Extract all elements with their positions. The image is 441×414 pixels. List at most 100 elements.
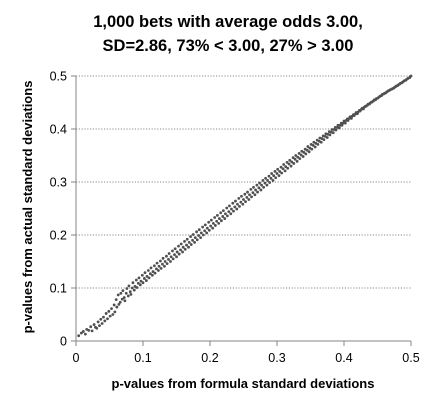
data-point-39: [128, 290, 132, 294]
data-point-69: [159, 259, 162, 263]
data-point-73: [163, 264, 166, 268]
data-point-56: [145, 274, 149, 278]
data-point-173: [263, 181, 267, 185]
data-point-113: [203, 229, 207, 233]
data-point-202: [292, 162, 296, 165]
data-point-150: [240, 194, 243, 198]
data-point-21: [110, 307, 113, 311]
data-point-91: [181, 250, 184, 254]
data-point-22: [111, 313, 115, 316]
data-point-81: [171, 249, 174, 253]
data-point-38: [127, 284, 131, 288]
data-point-194: [284, 165, 288, 169]
data-point-133: [223, 217, 227, 220]
axes: [75, 76, 411, 342]
data-point-161: [251, 191, 255, 195]
data-point-15: [102, 315, 105, 319]
data-point-169: [259, 188, 263, 192]
data-point-27: [116, 293, 120, 297]
data-point-100: [189, 243, 193, 246]
data-point-116: [205, 226, 209, 230]
x-axis-label: p-values from formula standard deviation…: [112, 376, 375, 391]
data-point-247: [337, 126, 341, 130]
data-point-132: [222, 209, 225, 213]
data-point-6: [89, 325, 93, 329]
data-point-95: [185, 243, 188, 247]
data-point-145: [235, 207, 239, 211]
data-point-141: [231, 201, 235, 205]
data-point-195: [285, 160, 289, 164]
data-point-30: [119, 291, 123, 295]
gridlines: [76, 75, 411, 289]
data-point-33: [122, 296, 126, 299]
data-point-167: [257, 186, 261, 190]
data-point-251: [341, 121, 345, 125]
data-point-52: [141, 281, 145, 285]
data-point-189: [279, 165, 283, 169]
data-point-214: [304, 152, 308, 156]
data-point-170: [260, 183, 263, 187]
data-point-163: [253, 193, 257, 197]
data-point-108: [197, 228, 201, 232]
data-point-43: [132, 288, 136, 292]
data-point-232: [322, 138, 326, 142]
data-point-196: [286, 166, 290, 170]
data-point-244: [334, 128, 338, 132]
data-point-174: [264, 176, 268, 180]
data-point-180: [270, 172, 274, 175]
data-point-216: [306, 145, 310, 148]
data-point-250: [340, 123, 344, 127]
data-point-223: [313, 145, 317, 149]
data-point-82: [171, 257, 175, 261]
data-point-226: [316, 142, 320, 146]
x-axis-ticks: 0 0.1 0.2 0.3 0.4 0.5: [73, 341, 420, 365]
data-point-140: [230, 207, 233, 211]
data-point-34: [123, 299, 127, 303]
x-tick-label-1: 0.1: [134, 351, 151, 365]
data-point-84: [173, 247, 177, 251]
data-point-90: [179, 242, 183, 246]
data-point-212: [302, 150, 306, 154]
data-point-79: [169, 260, 172, 263]
y-tick-label-4: 0.4: [50, 123, 67, 137]
data-point-246: [336, 123, 340, 127]
data-point-204: [294, 154, 298, 157]
y-tick-label-2: 0.2: [50, 229, 67, 243]
data-point-109: [199, 236, 203, 240]
data-point-71: [161, 262, 164, 266]
data-point-256: [346, 119, 350, 122]
data-point-211: [301, 155, 305, 158]
data-point-159: [249, 188, 253, 191]
data-point-66: [155, 261, 159, 265]
data-point-221: [311, 144, 315, 147]
data-point-164: [254, 188, 257, 192]
data-point-97: [187, 245, 190, 249]
data-point-35: [124, 291, 128, 295]
data-point-148: [238, 204, 241, 208]
data-point-26: [115, 305, 119, 309]
data-point-240: [330, 128, 334, 131]
data-point-165: [255, 183, 259, 187]
data-point-54: [143, 271, 147, 275]
data-point-105: [195, 230, 199, 234]
x-tick-label-0: 0: [73, 351, 80, 365]
data-point-130: [219, 219, 223, 223]
data-point-177: [267, 174, 271, 178]
data-point-112: [201, 233, 205, 237]
data-point-99: [189, 235, 192, 238]
data-point-190: [280, 171, 284, 175]
data-point-64: [153, 271, 157, 275]
data-point-154: [244, 200, 247, 204]
data-point-229: [319, 140, 323, 144]
data-point-192: [282, 163, 286, 166]
data-point-186: [276, 167, 280, 171]
data-point-123: [213, 216, 217, 219]
data-point-201: [291, 156, 295, 160]
data-point-89: [179, 248, 182, 252]
data-point-46: [135, 286, 139, 289]
data-point-118: [207, 228, 211, 232]
data-point-235: [325, 136, 329, 139]
data-point-181: [271, 179, 275, 182]
data-point-41: [130, 286, 134, 290]
